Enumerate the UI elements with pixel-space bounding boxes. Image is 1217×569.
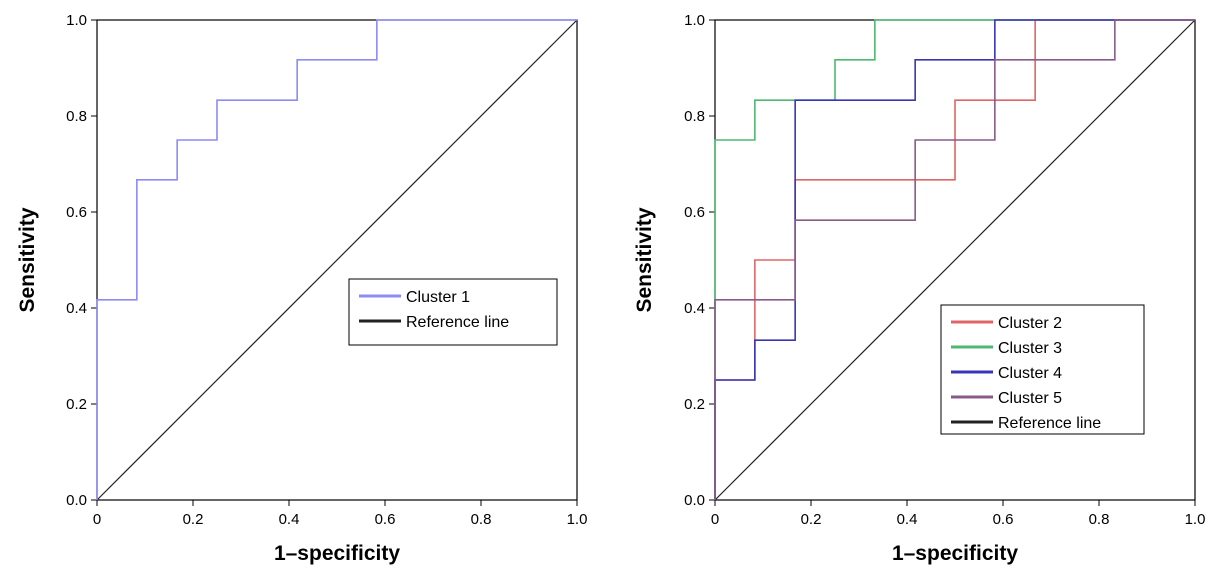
chart-panel-2: 0 0.2 0.4 0.6 0.8 1.0 0.0 0.2 0.4 0.6 0.8 1.0 1–spec… <box>633 12 1205 565</box>
y-tick-label: 0.2 <box>684 396 705 413</box>
x-tick-label: 0.2 <box>183 511 204 528</box>
x-tick-label: 0 <box>711 511 719 528</box>
legend: Cluster 2 Cluster 3 Cluster 4 Cluster 5 Refe… <box>940 304 1145 435</box>
legend-label-cluster-5: Cluster 5 <box>998 390 1062 407</box>
y-axis-label: Sensitivity <box>633 207 656 312</box>
legend-box <box>940 304 1145 435</box>
y-tick-label: 0.4 <box>684 300 705 317</box>
legend: Cluster 1 Reference line <box>348 278 558 346</box>
series-line-cluster-1 <box>96 19 577 500</box>
legend-label-cluster-1: Cluster 1 <box>406 289 470 306</box>
series-line-cluster-5 <box>714 19 1195 500</box>
legend-label-reference-line: Reference line <box>406 314 509 331</box>
x-tick-label: 0.8 <box>1089 511 1110 528</box>
series-line-reference-line <box>714 19 1196 501</box>
y-tick-label: 0.2 <box>66 396 87 413</box>
series-line-cluster-4 <box>714 19 1195 500</box>
x-axis-label: 1–specificity <box>274 542 400 565</box>
series-line-reference-line <box>96 19 578 501</box>
legend-label-cluster-2: Cluster 2 <box>998 315 1062 332</box>
y-tick-label: 1.0 <box>684 12 705 29</box>
legend-label-cluster-4: Cluster 4 <box>998 365 1062 382</box>
y-tick-label: 1.0 <box>66 12 87 29</box>
x-tick-label: 0.4 <box>279 511 300 528</box>
y-tick-label: 0.8 <box>66 108 87 125</box>
x-axis-label: 1–specificity <box>892 542 1018 565</box>
y-tick-label: 0.0 <box>684 492 705 509</box>
chart-panel-1: 0 0.2 0.4 0.6 0.8 1.0 0.0 0.2 0.4 0.6 0.8 1.0 1–spec… <box>16 12 587 565</box>
x-tick-label: 0.4 <box>897 511 918 528</box>
y-tick-label: 0.6 <box>66 204 87 221</box>
x-tick-label: 1.0 <box>567 511 588 528</box>
legend-label-cluster-3: Cluster 3 <box>998 340 1062 357</box>
plot-frame <box>96 19 578 501</box>
x-tick-label: 0.8 <box>471 511 492 528</box>
x-tick-label: 0.6 <box>375 511 396 528</box>
x-tick-label: 1.0 <box>1185 511 1206 528</box>
y-tick-label: 0.6 <box>684 204 705 221</box>
x-tick-label: 0.2 <box>801 511 822 528</box>
y-tick-label: 0.0 <box>66 492 87 509</box>
x-tick-label: 0.6 <box>993 511 1014 528</box>
legend-label-reference-line: Reference line <box>998 415 1101 432</box>
x-tick-label: 0 <box>93 511 101 528</box>
y-tick-label: 0.8 <box>684 108 705 125</box>
y-tick-label: 0.4 <box>66 300 87 317</box>
y-axis-label: Sensitivity <box>16 207 39 312</box>
legend-box <box>348 278 558 346</box>
